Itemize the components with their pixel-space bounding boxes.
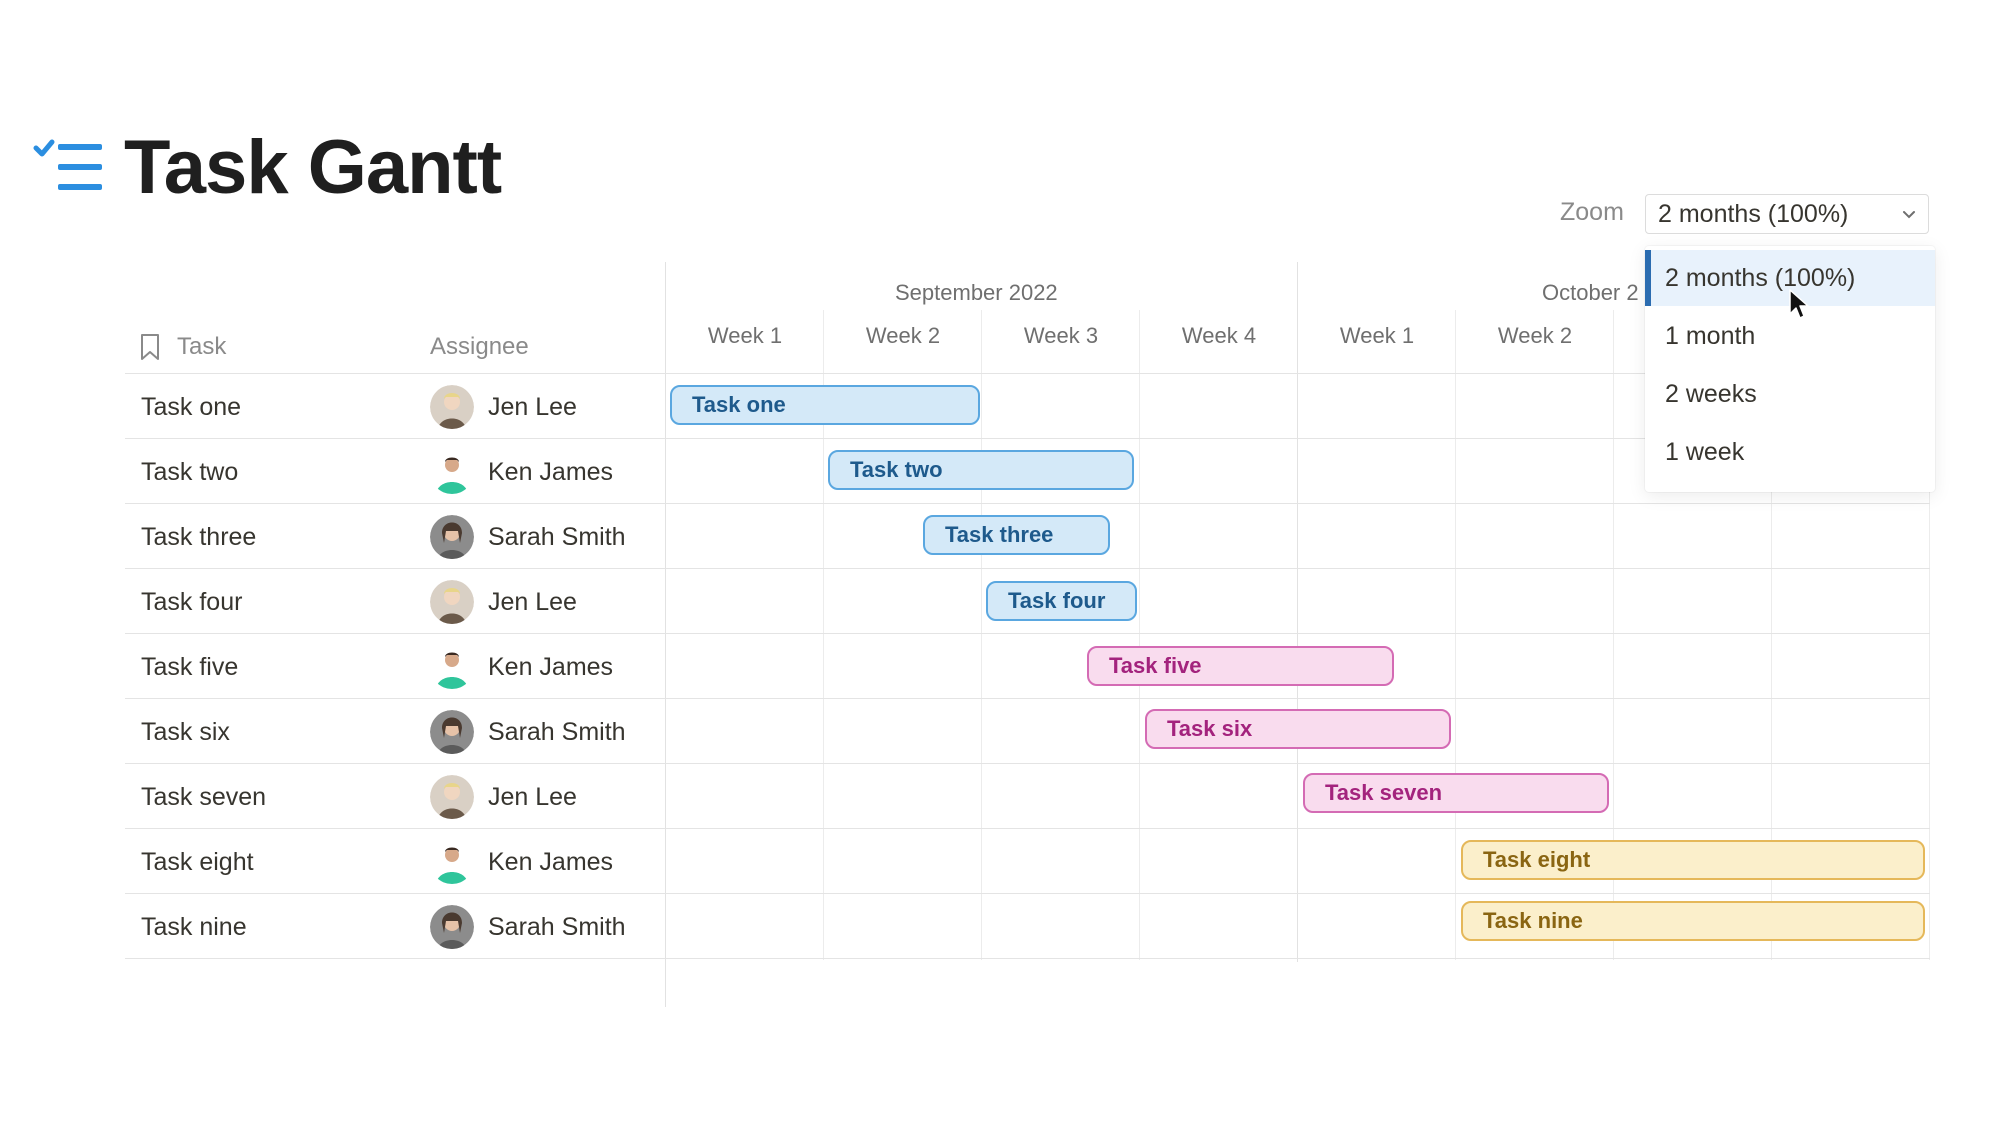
avatar (430, 840, 474, 884)
assignee-cell[interactable]: Ken James (430, 450, 613, 494)
gantt-bar[interactable]: Task one (670, 385, 980, 425)
assignee-cell[interactable]: Sarah Smith (430, 905, 626, 949)
zoom-selected-value: 2 months (100%) (1658, 199, 1849, 228)
gantt-bar[interactable]: Task eight (1461, 840, 1925, 880)
gantt-bar[interactable]: Task five (1087, 646, 1394, 686)
assignee-name: Jen Lee (488, 782, 577, 811)
assignee-name: Jen Lee (488, 587, 577, 616)
zoom-option[interactable]: 1 week (1665, 437, 1745, 466)
assignee-name: Sarah Smith (488, 522, 626, 551)
avatar (430, 450, 474, 494)
column-header-assignee-label: Assignee (430, 333, 529, 360)
week-label: Week 2 (1497, 323, 1573, 348)
gantt-bar[interactable]: Task two (828, 450, 1134, 490)
gantt-bar[interactable]: Task six (1145, 709, 1451, 749)
task-name[interactable]: Task eight (141, 848, 254, 876)
week-label: Week 4 (1181, 323, 1257, 348)
task-name[interactable]: Task six (141, 718, 230, 746)
assignee-name: Jen Lee (488, 392, 577, 421)
assignee-cell[interactable]: Jen Lee (430, 580, 577, 624)
avatar (430, 775, 474, 819)
page-title: Task Gantt (124, 124, 502, 210)
assignee-cell[interactable]: Ken James (430, 840, 613, 884)
assignee-name: Sarah Smith (488, 717, 626, 746)
task-name[interactable]: Task three (141, 523, 257, 551)
avatar (430, 515, 474, 559)
page-header: Task Gantt (32, 122, 502, 212)
task-name[interactable]: Task four (141, 588, 243, 616)
gantt-bar[interactable]: Task four (986, 581, 1137, 621)
avatar (430, 905, 474, 949)
column-header-task[interactable]: Task (139, 333, 226, 361)
mouse-cursor-icon (1789, 289, 1809, 319)
zoom-option[interactable]: 1 month (1665, 321, 1756, 350)
assignee-name: Sarah Smith (488, 912, 626, 941)
avatar (430, 580, 474, 624)
assignee-name: Ken James (488, 652, 614, 681)
task-name[interactable]: Task five (141, 653, 239, 681)
task-name[interactable]: Task two (141, 458, 239, 486)
month-label: October 2 (1542, 280, 1639, 305)
week-label: Week 1 (1339, 323, 1415, 348)
assignee-name: Ken James (488, 457, 614, 486)
avatar (430, 645, 474, 689)
gantt-bar[interactable]: Task three (923, 515, 1110, 555)
task-name[interactable]: Task seven (141, 783, 267, 811)
week-label: Week 3 (1023, 323, 1099, 348)
assignee-cell[interactable]: Sarah Smith (430, 710, 626, 754)
zoom-label: Zoom (1560, 198, 1624, 226)
assignee-cell[interactable]: Sarah Smith (430, 515, 626, 559)
week-label: Week 1 (707, 323, 783, 348)
avatar (430, 710, 474, 754)
month-label: September 2022 (895, 280, 1058, 305)
task-name[interactable]: Task one (141, 393, 242, 421)
task-name[interactable]: Task nine (141, 913, 247, 941)
bookmark-icon (141, 334, 159, 360)
gantt-bar[interactable]: Task nine (1461, 901, 1925, 941)
avatar (430, 385, 474, 429)
week-label: Week 2 (865, 323, 941, 348)
zoom-option[interactable]: 2 months (100%) (1645, 250, 1935, 306)
chevron-down-icon (1903, 211, 1915, 219)
zoom-option[interactable]: 2 weeks (1665, 379, 1757, 408)
assignee-cell[interactable]: Jen Lee (430, 385, 577, 429)
assignee-cell[interactable]: Jen Lee (430, 775, 577, 819)
assignee-name: Ken James (488, 847, 614, 876)
assignee-cell[interactable]: Ken James (430, 645, 613, 689)
zoom-select[interactable]: 2 months (100%) (1645, 194, 1929, 234)
column-header-assignee[interactable]: Assignee (430, 333, 529, 361)
gantt-bar[interactable]: Task seven (1303, 773, 1609, 813)
zoom-dropdown-menu: 2 months (100%) 1 month 2 weeks 1 week (1645, 246, 1935, 492)
checklist-icon (33, 139, 102, 190)
column-header-task-label: Task (177, 333, 227, 360)
